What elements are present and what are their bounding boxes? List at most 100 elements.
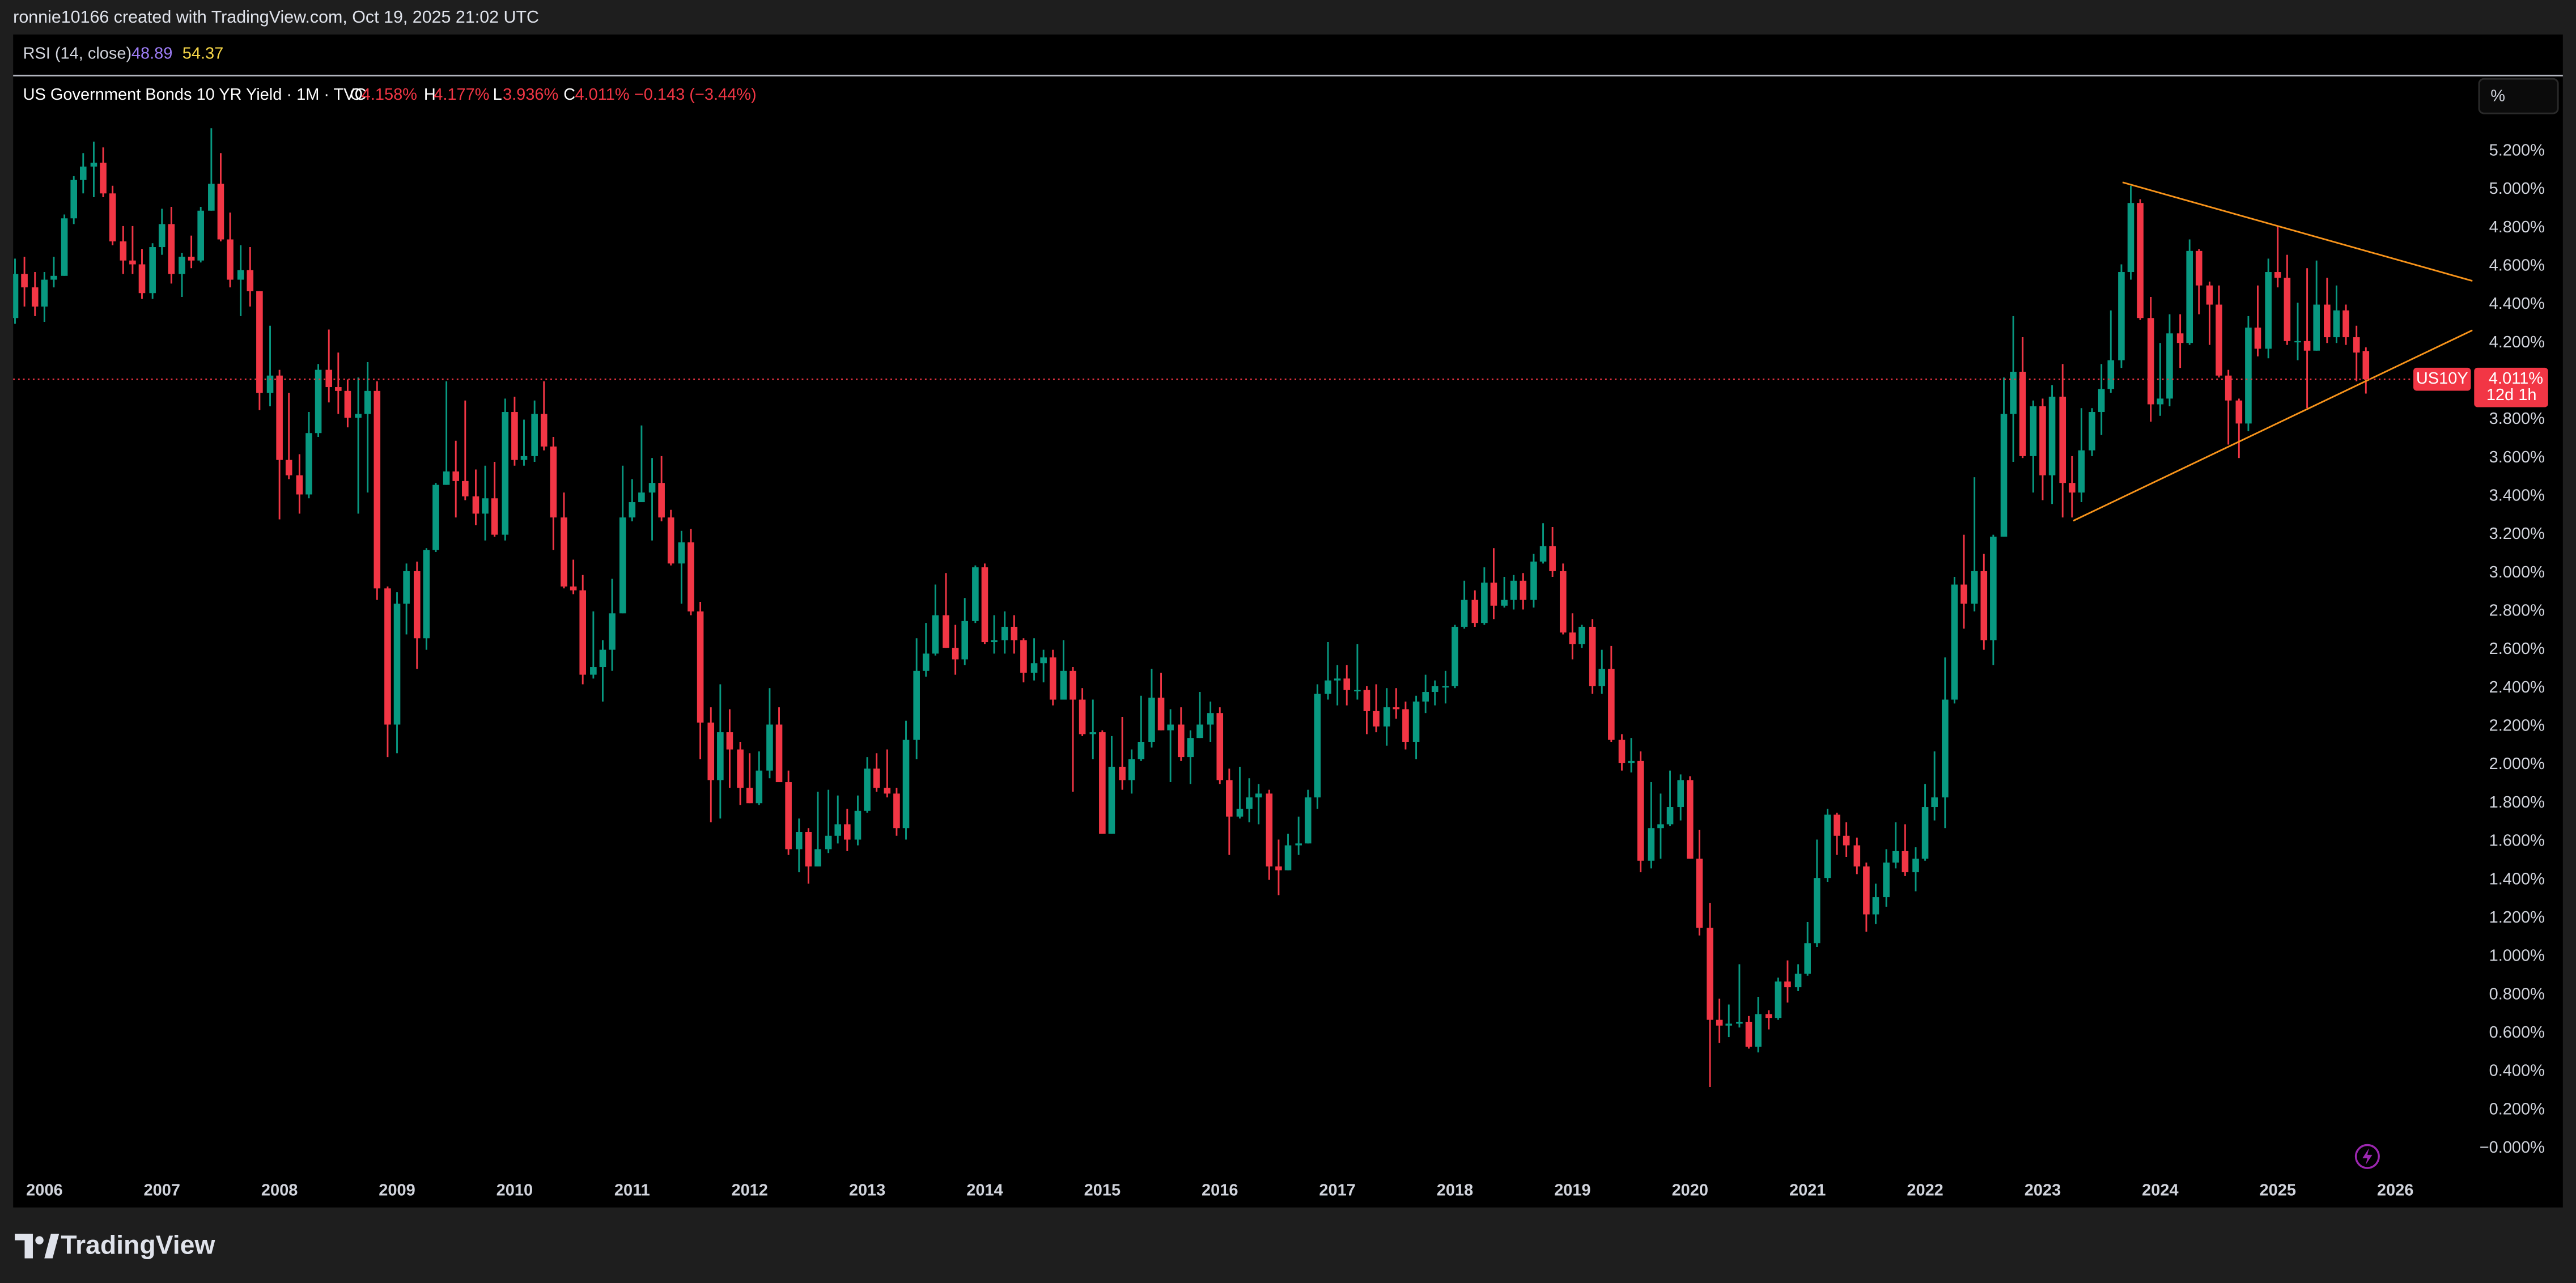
candle-body [1687,780,1694,859]
candle-body [305,433,312,495]
candle-body [1589,626,1596,686]
x-tick-label: 2011 [614,1181,650,1199]
alert-icon-bolt[interactable] [2362,1148,2373,1165]
candle-body [256,291,263,393]
candle-body [1677,780,1684,808]
candle-body [1775,981,1782,1018]
candle-body [276,375,283,460]
candle-body [413,571,421,639]
candle-body [1216,713,1224,780]
alert-icon-ring[interactable] [2354,1144,2380,1169]
candle-body [1373,711,1380,727]
y-tick-label: 3.200% [2489,525,2545,543]
candle-body [1275,866,1282,870]
ohlc-value: 3.936% [503,86,558,104]
candle-body [844,824,851,840]
y-tick-label: 4.200% [2489,333,2545,351]
candle-body [981,567,988,643]
candle-body [570,586,577,590]
candle-body [1138,741,1145,759]
candle-body [120,241,127,261]
x-tick-label: 2013 [849,1181,885,1199]
candle-body [2225,375,2232,401]
candle-body [2089,412,2095,451]
y-tick-label: 2.600% [2489,640,2545,658]
countdown-label: 12d 1h [2486,386,2537,404]
candle-body [1892,851,1899,863]
x-tick-label: 2008 [261,1181,298,1199]
unit-button[interactable] [2478,78,2559,114]
candle-body [1598,669,1606,686]
candle-body [902,740,910,829]
candle-body [2235,400,2243,424]
candle-body [1520,580,1527,600]
ohlc-letter: O [350,86,363,104]
candle-body [1942,699,1949,798]
candle-body [2048,396,2056,475]
candle-body [266,375,274,393]
y-tick-label: 0.600% [2489,1023,2545,1042]
x-tick-label: 2018 [1437,1181,1473,1199]
candle-body [364,390,371,414]
candle-body [1099,732,1106,834]
candle-body [179,256,185,274]
unit-button-label[interactable]: % [2490,87,2505,105]
candle-body [2353,337,2360,353]
candle-body [2039,406,2046,475]
candle-body [726,732,733,750]
last-price-badge [2474,367,2548,407]
x-tick-label: 2021 [1789,1181,1826,1199]
candle-body [1236,809,1244,817]
candle-body [41,279,48,307]
candle-body [1608,669,1615,740]
candle-body [1883,863,1890,898]
candle-body [61,218,68,276]
candle-body [2342,310,2349,338]
candle-body [864,768,871,811]
candle-body [746,788,753,804]
candle-body [2078,450,2085,493]
ohlc-value: 4.158% [362,86,417,104]
candle-body [129,260,136,265]
candle-body [247,270,254,291]
candle-body [100,163,107,194]
candle-body [1196,724,1203,738]
candle-body [922,653,930,671]
candle-body [1157,698,1165,730]
candle-body [168,224,175,274]
candle-body [814,849,821,866]
candle-body [961,621,969,660]
candle-body [775,724,783,783]
candle-body [2059,396,2066,483]
alert-icon[interactable] [2354,1144,2380,1169]
candle-body [825,835,832,849]
x-tick-label: 2006 [26,1181,62,1199]
candle-body [1246,797,1253,809]
candle-body [1284,845,1292,870]
candle-body [1990,536,1997,640]
candle-body [1402,709,1409,742]
candle-body [590,667,597,675]
candle-body [756,770,763,804]
candle-body [2333,310,2340,338]
overlay: −0.000% 0.200% 0.400% 0.600% 0.800% 1.000% 1.2… [13,142,2548,1199]
x-tick-label: 2007 [144,1181,180,1199]
candle-body [1794,974,1802,988]
candle-body [1412,701,1420,742]
candle-body [1383,707,1390,727]
candle-body [1255,793,1262,798]
candle-body [1960,584,1967,604]
y-tick-label: 3.400% [2489,487,2545,505]
candle-body [2118,272,2125,360]
y-tick-label: 5.000% [2489,180,2545,198]
brand-logo [15,1234,60,1259]
candle-body [717,732,724,780]
candle-body [2206,285,2213,305]
ohlc-letter: H [424,86,436,104]
candle-body [1226,780,1233,817]
candle-body [2284,278,2291,341]
candle-body [285,460,292,475]
candle-body [540,414,548,447]
y-tick-label: 2.200% [2489,717,2545,735]
